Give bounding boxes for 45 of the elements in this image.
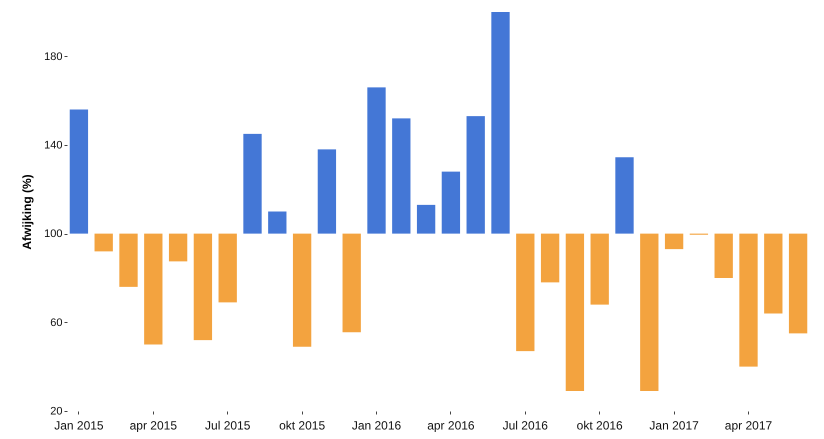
bar: [144, 234, 162, 344]
bar: [516, 234, 534, 352]
x-tick-label: okt 2016: [576, 418, 624, 432]
bar: [194, 234, 212, 340]
bar: [416, 204, 436, 234]
y-tick-label: 140: [44, 140, 62, 152]
bar: [318, 149, 336, 234]
y-tick-label: 100: [44, 228, 62, 240]
x-tick-label: apr 2017: [724, 418, 773, 432]
y-axis-title: Afwijking (%): [20, 174, 34, 250]
x-tick-label: okt 2015: [279, 418, 326, 432]
bar: [292, 234, 312, 347]
bar: [218, 234, 237, 302]
y-tick-label: 180: [44, 50, 62, 63]
bar: [243, 134, 262, 234]
x-tick-label: Jul 2016: [502, 418, 548, 432]
x-tick-label: apr 2016: [427, 418, 475, 432]
x-tick-label: Jan 2016: [352, 418, 402, 432]
bar: [392, 118, 410, 234]
x-tick-label: apr 2015: [130, 418, 178, 432]
bar: [640, 234, 658, 392]
bar: [566, 234, 584, 392]
bar: [788, 234, 808, 334]
bar: [70, 110, 88, 234]
bar: [590, 234, 609, 305]
bar: [119, 234, 138, 287]
bar: [615, 157, 634, 234]
bar: [739, 234, 758, 367]
bar: [367, 87, 386, 234]
bar: [268, 212, 286, 234]
bar: [764, 234, 782, 314]
bar: [491, 12, 510, 234]
bar: [342, 234, 361, 332]
y-tick-label: 60: [50, 316, 62, 329]
x-tick-label: Jul 2015: [205, 418, 251, 432]
x-tick-label: Jan 2015: [54, 418, 104, 432]
bar: [540, 234, 560, 282]
bar: [442, 172, 460, 234]
x-tick-label: Jan 2017: [649, 418, 700, 432]
bar: [714, 234, 733, 278]
bar: [664, 234, 684, 250]
bar: [94, 234, 113, 252]
bar: [168, 234, 188, 262]
y-tick-label: 20: [50, 406, 62, 418]
bar: [466, 116, 485, 234]
